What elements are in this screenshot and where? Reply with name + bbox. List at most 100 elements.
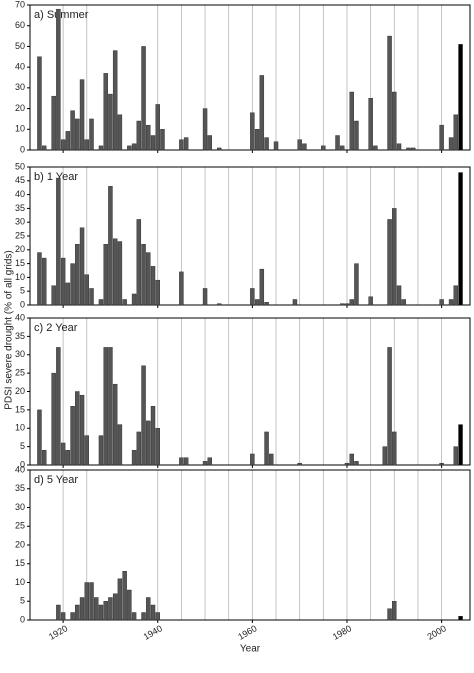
bar: [368, 98, 373, 151]
y-tick-label: 10: [15, 577, 25, 587]
bar: [254, 299, 260, 306]
bar: [98, 604, 104, 621]
y-tick-label: 40: [15, 464, 25, 474]
bar: [112, 238, 118, 306]
bar: [112, 50, 118, 151]
bar: [344, 303, 350, 306]
bar: [79, 597, 85, 621]
bar: [401, 299, 406, 306]
bar: [84, 139, 89, 151]
bar: [56, 177, 61, 306]
bar: [396, 285, 402, 306]
plot-frame: [29, 317, 471, 466]
bar: [217, 147, 222, 151]
bar: [141, 365, 146, 466]
bar: [108, 347, 113, 466]
bar: [202, 461, 208, 466]
bar: [349, 453, 354, 466]
bar: [382, 446, 388, 466]
bar: [411, 147, 416, 151]
bar: [453, 114, 459, 151]
y-tick-label: 45: [15, 175, 25, 185]
bar: [368, 296, 373, 306]
x-tick-label: 1960: [236, 623, 258, 642]
bar: [117, 578, 123, 621]
bar: [112, 383, 118, 466]
bar: [84, 274, 89, 306]
bar: [179, 457, 184, 466]
x-tick-label: 1940: [142, 623, 164, 642]
bar: [387, 608, 392, 621]
y-tick-label: 40: [15, 312, 25, 322]
bar: [103, 347, 108, 466]
bar: [453, 285, 459, 306]
bar: [340, 303, 345, 306]
bar: [146, 252, 151, 306]
bar: [103, 601, 108, 621]
bar: [65, 450, 71, 466]
bar: [254, 129, 260, 151]
bar: [155, 428, 160, 466]
bar: [448, 299, 454, 306]
bar: [207, 457, 212, 466]
bar: [98, 299, 104, 306]
bar: [117, 114, 123, 151]
bar: [94, 597, 99, 621]
bar: [41, 257, 47, 306]
bar: [108, 597, 113, 621]
y-tick-label: 35: [15, 203, 25, 213]
bar: [98, 435, 104, 466]
bar: [103, 73, 108, 151]
bar: [439, 124, 444, 151]
bar: [396, 143, 402, 151]
y-tick-label: 40: [15, 62, 25, 72]
bar: [51, 95, 56, 151]
bar: [373, 145, 378, 151]
bar: [141, 612, 146, 621]
bar: [141, 244, 146, 306]
bar: [392, 601, 397, 621]
y-tick-label: 10: [15, 124, 25, 134]
bar: [70, 406, 75, 466]
bar: [131, 293, 137, 306]
bar: [70, 263, 75, 306]
bar: [207, 135, 212, 151]
panel-title: a) Summer: [34, 9, 89, 21]
bar: [75, 118, 80, 151]
bar: [321, 145, 326, 151]
bar: [127, 589, 132, 621]
bar: [150, 604, 156, 621]
x-tick-label: 1980: [331, 623, 353, 642]
bar: [349, 91, 354, 151]
y-tick-label: 25: [15, 368, 25, 378]
bar: [250, 112, 255, 151]
bar: [297, 139, 302, 151]
bar: [439, 299, 444, 306]
bar: [51, 372, 56, 466]
y-tick-label: 20: [15, 103, 25, 113]
bar: [117, 424, 123, 466]
y-tick-label: 20: [15, 244, 25, 254]
bar: [37, 252, 42, 306]
y-tick-label: 60: [15, 20, 25, 30]
bar: [75, 391, 80, 466]
bar: [51, 285, 56, 306]
y-tick-label: 20: [15, 539, 25, 549]
bar: [160, 129, 165, 151]
y-tick-label: 15: [15, 558, 25, 568]
bar: [155, 104, 160, 151]
y-tick-label: 15: [15, 404, 25, 414]
bar: [264, 137, 269, 151]
y-tick-label: 50: [15, 41, 25, 51]
bar: [458, 172, 463, 306]
bar: [79, 227, 85, 306]
bar: [136, 431, 142, 466]
bar: [250, 453, 255, 466]
bar: [387, 347, 392, 466]
bar: [150, 266, 156, 306]
y-tick-label: 25: [15, 521, 25, 531]
panel-title: d) 5 Year: [34, 474, 78, 486]
bar: [458, 424, 463, 466]
bar: [84, 435, 89, 466]
